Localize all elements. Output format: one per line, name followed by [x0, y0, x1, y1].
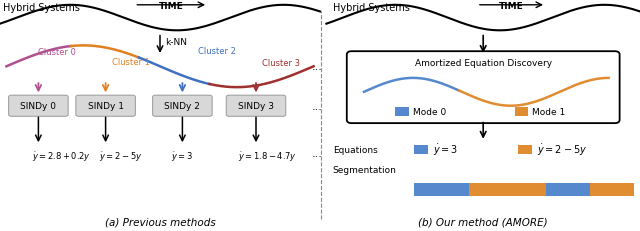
Text: $\dot{y}=2-5y$: $\dot{y}=2-5y$ [536, 143, 587, 158]
FancyBboxPatch shape [153, 96, 212, 117]
Bar [518, 146, 532, 155]
Bar [590, 184, 634, 196]
Bar [396, 108, 408, 116]
Text: SINDy 3: SINDy 3 [238, 102, 274, 111]
Text: Amortized Equation Discovery: Amortized Equation Discovery [415, 59, 552, 68]
Text: $\dot{y}=1.8-4.7y$: $\dot{y}=1.8-4.7y$ [239, 149, 297, 163]
Text: (a) Previous methods: (a) Previous methods [104, 216, 216, 226]
FancyBboxPatch shape [227, 96, 285, 117]
Text: Segmentation: Segmentation [333, 165, 397, 174]
Text: (b) Our method (AMORE): (b) Our method (AMORE) [419, 216, 548, 226]
Text: SINDy 1: SINDy 1 [88, 102, 124, 111]
Text: Mode 0: Mode 0 [413, 108, 446, 116]
Bar [414, 146, 428, 155]
Text: Hybrid Systems: Hybrid Systems [333, 3, 410, 13]
FancyBboxPatch shape [76, 96, 136, 117]
Text: TIME: TIME [499, 2, 524, 11]
Text: Cluster 2: Cluster 2 [198, 46, 236, 55]
Bar [414, 184, 469, 196]
Text: $\dot{y}=2.8+0.2y$: $\dot{y}=2.8+0.2y$ [32, 149, 91, 163]
Text: SINDy 2: SINDy 2 [164, 102, 200, 111]
Text: Mode 1: Mode 1 [532, 108, 565, 116]
Text: Cluster 3: Cluster 3 [262, 59, 300, 68]
FancyBboxPatch shape [8, 96, 68, 117]
Bar [546, 184, 590, 196]
Text: Equations: Equations [333, 146, 378, 155]
Text: $\dot{y}=3$: $\dot{y}=3$ [172, 149, 193, 163]
Text: $\dot{y}=2-5y$: $\dot{y}=2-5y$ [99, 149, 143, 163]
Text: ...: ... [312, 62, 323, 72]
Bar [515, 108, 528, 116]
Text: Cluster 1: Cluster 1 [112, 58, 150, 67]
Text: SINDy 0: SINDy 0 [20, 102, 56, 111]
Bar [469, 184, 546, 196]
FancyBboxPatch shape [347, 52, 620, 124]
Text: ...: ... [312, 149, 323, 159]
Text: Hybrid Systems: Hybrid Systems [3, 3, 80, 13]
Text: ...: ... [312, 101, 323, 111]
Text: Cluster 0: Cluster 0 [38, 48, 76, 57]
Text: k-NN: k-NN [165, 38, 187, 47]
Text: $\dot{y}=3$: $\dot{y}=3$ [433, 143, 458, 158]
Text: TIME: TIME [159, 2, 184, 11]
